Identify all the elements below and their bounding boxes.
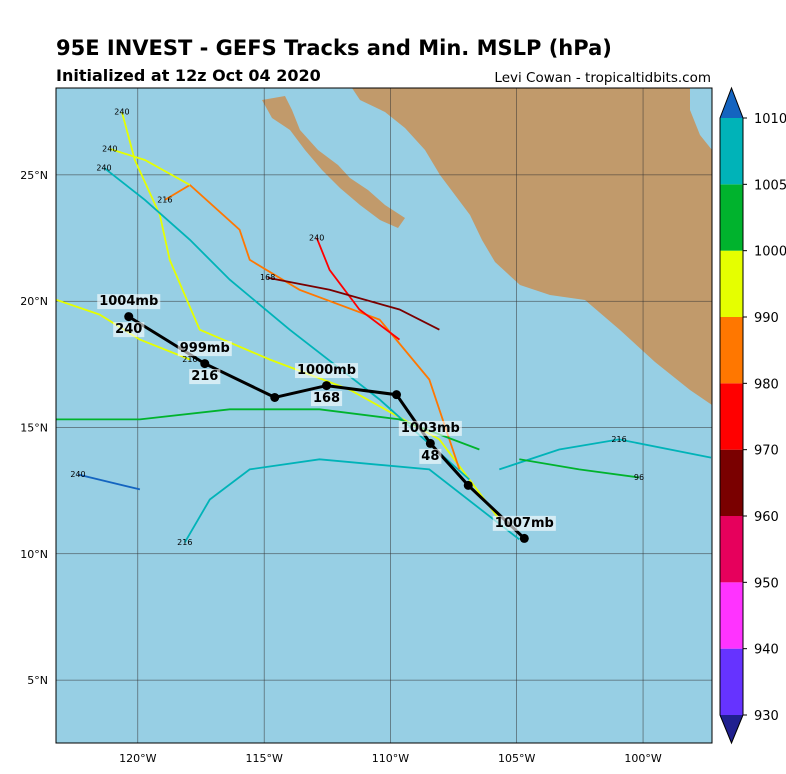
lon-tick-label: 115°W [245, 752, 282, 765]
lon-tick-label: 110°W [372, 752, 409, 765]
lon-tick-label: 100°W [624, 752, 661, 765]
label-bg [177, 341, 232, 357]
label-bg [310, 391, 343, 407]
mslp-label: 999mb [180, 341, 230, 356]
colorbar-label: 980 [754, 377, 779, 392]
subtitle: Initialized at 12z Oct 04 2020 [56, 66, 321, 85]
hour-label: 240 [70, 470, 85, 479]
colorbar-segment [720, 184, 743, 251]
label-bg [295, 363, 359, 379]
mslp-label: 1000mb [297, 363, 356, 378]
hour-label: 216 [182, 355, 197, 364]
colorbar-segment [720, 383, 743, 450]
credit: Levi Cowan - tropicaltidbits.com [494, 70, 711, 86]
hour-label: 240 [96, 163, 111, 172]
colorbar-segment [720, 250, 743, 317]
mean-hour-label: 48 [421, 449, 439, 464]
label-bg [113, 322, 145, 338]
mean-point [425, 438, 435, 448]
ensemble-track [109, 148, 191, 186]
colorbar-segment [720, 317, 743, 384]
hour-label: 216 [611, 435, 626, 444]
lat-tick-label: 20°N [20, 295, 48, 308]
lat-tick-label: 15°N [20, 421, 48, 434]
hour-label: 168 [260, 273, 275, 282]
colorbar-segment [720, 648, 743, 715]
baja-peninsula [262, 96, 405, 228]
mslp-label: 1004mb [99, 294, 158, 309]
colorbar-label: 950 [754, 576, 779, 591]
mean-point [124, 312, 134, 322]
colorbar-over [720, 88, 743, 118]
mean-hour-label: 240 [115, 322, 142, 337]
ensemble-track [499, 438, 712, 471]
hour-label: 240 [114, 107, 129, 116]
ensemble-track [315, 237, 401, 341]
mean-point [392, 390, 402, 400]
hour-label: 96 [634, 473, 644, 482]
colorbar-segment [720, 582, 743, 649]
lat-tick-label: 25°N [20, 169, 48, 182]
ensemble-track [519, 458, 640, 479]
label-bg [398, 420, 462, 436]
label-bg [97, 294, 161, 310]
colorbar-label: 1000 [754, 245, 786, 260]
title: 95E INVEST - GEFS Tracks and Min. MSLP (… [56, 36, 612, 60]
land [262, 88, 712, 405]
gulf [690, 88, 712, 150]
mslp-label: 1007mb [495, 516, 554, 531]
colorbar-segment [720, 118, 743, 185]
ensemble-track [164, 183, 461, 470]
mean-point [322, 381, 332, 391]
colorbar-label: 990 [754, 311, 779, 326]
mean-point [200, 359, 210, 369]
label-bg [492, 515, 556, 531]
lat-tick-label: 10°N [20, 548, 48, 561]
colorbar-label: 970 [754, 444, 779, 459]
mainland [352, 88, 712, 405]
ensemble-track [184, 458, 520, 543]
ensemble-track [103, 167, 470, 481]
mean-point [519, 533, 529, 543]
ensemble-track [267, 276, 440, 331]
label-bg [189, 369, 221, 385]
colorbar-label: 1005 [754, 178, 786, 193]
colorbar-label: 940 [754, 643, 779, 658]
hour-label: 216 [157, 195, 172, 204]
map-frame [55, 87, 713, 744]
lon-tick-label: 105°W [498, 752, 535, 765]
label-bg [419, 448, 442, 464]
mean-point [463, 480, 473, 490]
hour-label: 240 [309, 233, 324, 242]
mean-point [270, 392, 280, 402]
lon-tick-label: 120°W [119, 752, 156, 765]
hour-label: 240 [102, 144, 117, 153]
ensemble-track [77, 473, 141, 491]
mslp-label: 1003mb [401, 421, 460, 436]
colorbar-label: 930 [754, 709, 779, 724]
colorbar-label: 1010 [754, 112, 786, 127]
mean-hour-label: 168 [313, 391, 340, 406]
colorbar-under [720, 715, 743, 743]
colorbar-segment [720, 516, 743, 583]
mean-hour-label: 216 [191, 369, 218, 384]
lat-tick-label: 5°N [27, 674, 48, 687]
colorbar-segment [720, 449, 743, 516]
hour-label: 216 [177, 538, 192, 547]
colorbar-label: 960 [754, 510, 779, 525]
